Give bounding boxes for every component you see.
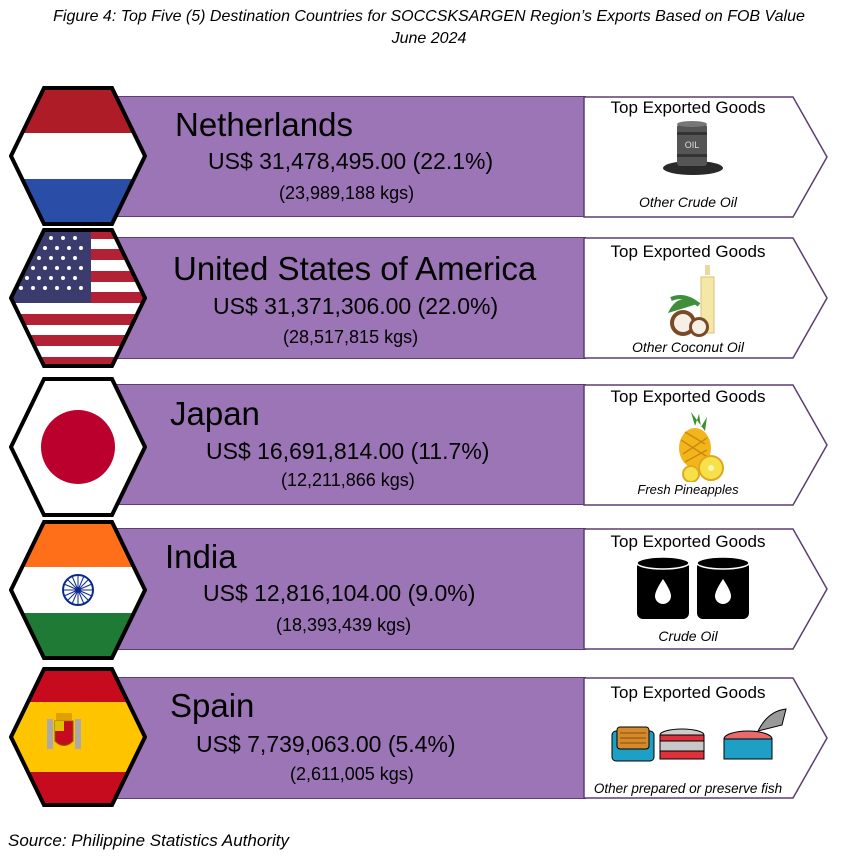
country-band	[78, 237, 586, 359]
country-row-netherlands: Netherlands US$ 31,478,495.00 (22.1%) (2…	[0, 86, 858, 226]
top-goods-card: Top Exported Goods Fresh Pineapples	[583, 384, 831, 506]
oil-barrel-icon: OIL	[661, 120, 725, 181]
export-weight: (18,393,439 kgs)	[276, 615, 412, 635]
figure-title-line-1: Figure 4: Top Five (5) Destination Count…	[53, 8, 805, 25]
country-name: Netherlands	[175, 106, 353, 143]
country-band	[78, 96, 586, 217]
country-band	[78, 677, 586, 799]
figure-title: Figure 4: Top Five (5) Destination Count…	[0, 6, 858, 50]
country-name: India	[165, 538, 237, 575]
card-heading: Top Exported Goods	[610, 683, 766, 702]
japan-flag	[8, 377, 148, 522]
top-good-name: Other Crude Oil	[638, 194, 738, 210]
india-flag	[8, 520, 148, 665]
country-row-usa: United States of America US$ 31,371,306.…	[0, 228, 858, 368]
card-heading: Top Exported Goods	[610, 242, 766, 261]
figure-title-line-2: June 2024	[391, 30, 467, 47]
country-name: United States of America	[173, 250, 537, 287]
card-heading: Top Exported Goods	[610, 98, 766, 117]
top-good-name: Other prepared or preserve fish	[593, 781, 783, 796]
card-heading: Top Exported Goods	[610, 387, 766, 406]
top-good-name: Crude Oil	[658, 628, 718, 644]
fob-value: US$ 7,739,063.00 (5.4%)	[196, 731, 456, 757]
export-weight: (28,517,815 kgs)	[283, 327, 419, 347]
card-heading: Top Exported Goods	[610, 532, 766, 551]
country-row-japan: Japan US$ 16,691,814.00 (11.7%) (12,211,…	[0, 377, 858, 517]
country-name: Japan	[170, 395, 260, 432]
top-goods-card: Top Exported Goods Other prepared or pre…	[583, 677, 831, 799]
country-band	[78, 384, 586, 505]
export-weight: (23,989,188 kgs)	[279, 183, 415, 203]
usa-flag	[8, 228, 148, 373]
fob-value: US$ 12,816,104.00 (9.0%)	[203, 580, 476, 606]
fob-value: US$ 31,371,306.00 (22.0%)	[213, 293, 499, 319]
netherlands-flag	[8, 86, 148, 231]
fob-value: US$ 31,478,495.00 (22.1%)	[208, 148, 494, 174]
canned-fish-icon	[608, 707, 788, 772]
country-band	[78, 528, 586, 650]
export-weight: (12,211,866 kgs)	[281, 470, 415, 490]
top-goods-card: Top Exported Goods Crude Oil	[583, 528, 831, 650]
country-row-spain: Spain US$ 7,739,063.00 (5.4%) (2,611,005…	[0, 667, 858, 807]
fob-value: US$ 16,691,814.00 (11.7%)	[206, 438, 490, 464]
country-name: Spain	[170, 687, 255, 724]
top-goods-card: Top Exported Goods OIL Other Crude Oil	[583, 96, 831, 218]
top-good-name: Other Coconut Oil	[631, 339, 745, 355]
spain-flag	[8, 667, 148, 812]
spain-coat-of-arms	[47, 713, 81, 749]
pineapple-icon	[671, 410, 731, 487]
svg-text:OIL: OIL	[685, 140, 700, 150]
source-note: Source: Philippine Statistics Authority	[8, 831, 289, 850]
top-goods-card: Top Exported Goods Other Coconut Oil	[583, 237, 831, 359]
coconut-oil-icon	[663, 261, 733, 344]
country-row-india: India US$ 12,816,104.00 (9.0%) (18,393,4…	[0, 520, 858, 660]
crude-oil-barrels-icon	[633, 555, 753, 628]
export-weight: (2,611,005 kgs)	[290, 764, 414, 784]
top-good-name: Fresh Pineapples	[637, 482, 739, 497]
